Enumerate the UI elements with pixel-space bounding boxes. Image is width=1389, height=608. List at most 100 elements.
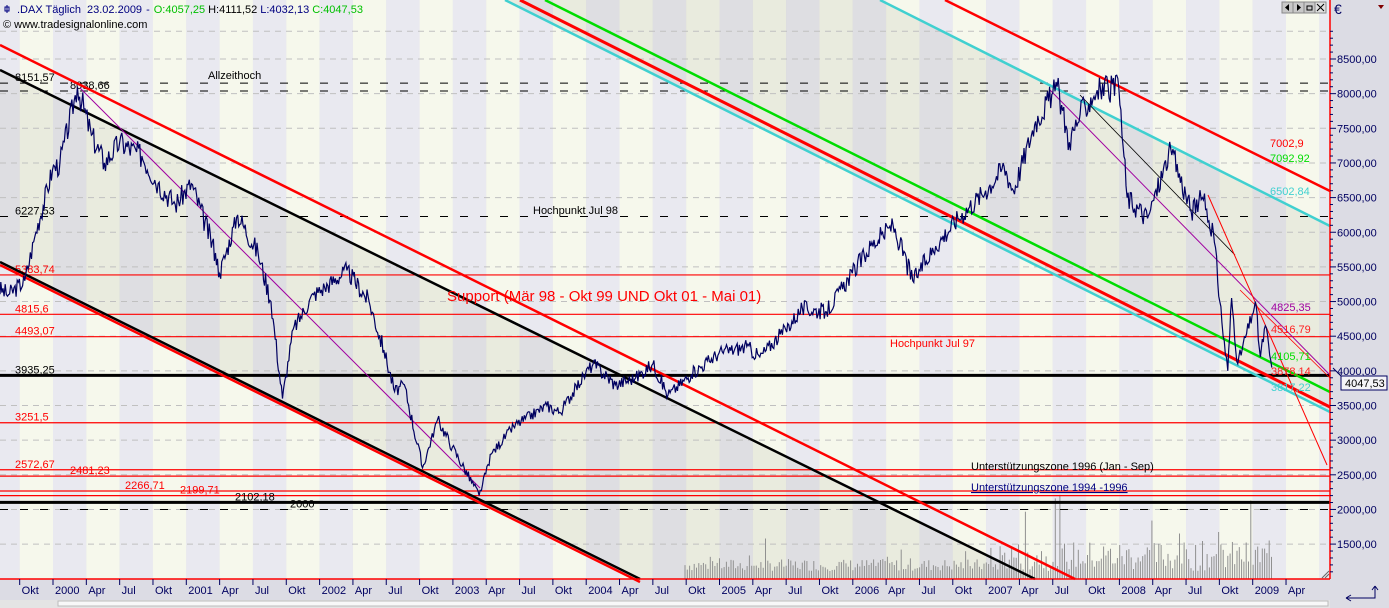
y-tick-label: 2500,00 bbox=[1337, 470, 1377, 482]
x-tick-label: Okt bbox=[955, 585, 972, 597]
label-cyan-upper: 6502,84 bbox=[1270, 186, 1310, 198]
trendline-black-upper bbox=[0, 68, 1036, 581]
y-tick-label: 8500,00 bbox=[1337, 54, 1377, 66]
y-tick-label: 1500,00 bbox=[1337, 539, 1377, 551]
quarter-band bbox=[552, 0, 587, 579]
y-tick-label: 4000,00 bbox=[1337, 366, 1377, 378]
currency-label: € bbox=[1334, 1, 1342, 17]
trendline-black-lower bbox=[0, 260, 641, 581]
x-tick-label: Okt bbox=[1221, 585, 1238, 597]
y-tick-label: 6500,00 bbox=[1337, 193, 1377, 205]
x-tick-label: Apr bbox=[222, 585, 239, 597]
trendline-red-lower bbox=[0, 263, 641, 584]
window-buttons bbox=[1281, 1, 1327, 14]
level-label: 2572,67 bbox=[15, 459, 55, 471]
y-tick-label: 8000,00 bbox=[1337, 89, 1377, 101]
axis-reset-icon[interactable] bbox=[1345, 585, 1379, 602]
quarter-band bbox=[119, 0, 153, 579]
channel-cyan-bottom bbox=[504, 0, 1331, 414]
chart-header: .DAX Täglich 23.02.2009- O:4057,25 H:4111,5… bbox=[3, 4, 363, 31]
level-label: 2199,71 bbox=[180, 485, 220, 497]
x-tick-label: Apr bbox=[622, 585, 639, 597]
level-label: 8038,66 bbox=[70, 80, 110, 92]
y-tick-label: 3500,00 bbox=[1337, 401, 1377, 413]
level-label: 5383,74 bbox=[15, 264, 55, 276]
quarter-band bbox=[452, 0, 487, 579]
candle-icon bbox=[4, 5, 10, 13]
quarter-band bbox=[1086, 0, 1120, 579]
y-axis: 1500,00 2000,00 2500,00 3000,00 3500,00 4000,… bbox=[1330, 30, 1377, 573]
x-tick-label: Apr bbox=[1021, 585, 1038, 597]
x-tick-label: Okt bbox=[288, 585, 305, 597]
x-tick-label: 2007 bbox=[988, 585, 1012, 597]
y-tick-label: 5500,00 bbox=[1337, 262, 1377, 274]
x-tick-label: Okt bbox=[555, 585, 572, 597]
trendline-thin-black bbox=[1079, 94, 1236, 256]
label-purple: 4825,35 bbox=[1271, 302, 1311, 314]
level-label: 2481,23 bbox=[70, 465, 110, 477]
quarter-band bbox=[1219, 0, 1253, 579]
copyright: © www.tradesignalonline.com bbox=[3, 19, 147, 31]
last-price-tag: 4047,53 bbox=[1332, 367, 1388, 391]
quarter-band bbox=[286, 0, 320, 579]
level-label: 4815,6 bbox=[15, 303, 49, 315]
level-label: 6227,53 bbox=[15, 205, 55, 217]
open-value: O:4057,25 bbox=[154, 4, 205, 16]
x-tick-label: Apr bbox=[488, 585, 505, 597]
symbol-label: .DAX Täglich bbox=[17, 4, 81, 16]
x-tick-label: 2003 bbox=[455, 585, 479, 597]
y-tick-label: 2000,00 bbox=[1337, 504, 1377, 516]
quarter-band bbox=[186, 0, 220, 579]
x-tick-label: Okt bbox=[422, 585, 439, 597]
x-tick-label: Jul bbox=[388, 585, 402, 597]
level-label: 2000 bbox=[290, 498, 314, 510]
level-label: 3935,25 bbox=[15, 364, 55, 376]
x-tick-label: Apr bbox=[888, 585, 905, 597]
y-tick-label: 7500,00 bbox=[1337, 123, 1377, 135]
x-tick-label: Apr bbox=[755, 585, 772, 597]
x-tick-label: Jul bbox=[655, 585, 669, 597]
x-tick-label: Jul bbox=[921, 585, 935, 597]
x-tick-label: Apr bbox=[1155, 585, 1172, 597]
annotation-zone-1996: Unterstützungszone 1996 (Jan - Sep) bbox=[971, 461, 1154, 473]
x-tick-label: Apr bbox=[1288, 585, 1305, 597]
high-value: H:4111,52 bbox=[208, 4, 257, 16]
quarter-band bbox=[886, 0, 920, 579]
plot-area: 8151,57 8038,66 6227,53 5383,74 4815,6 4493,0… bbox=[0, 0, 1331, 584]
x-tick-label: 2006 bbox=[855, 585, 879, 597]
y-tick-label: 6000,00 bbox=[1337, 227, 1377, 239]
close-value: C:4047,53 bbox=[312, 4, 363, 16]
quarter-band bbox=[1186, 0, 1220, 579]
quarter-band bbox=[53, 0, 87, 579]
quarter-band bbox=[219, 0, 253, 579]
resize-grip-icon[interactable] bbox=[1321, 570, 1330, 579]
x-tick-label: 2001 bbox=[188, 585, 212, 597]
header-line: .DAX Täglich 23.02.2009- O:4057,25 H:4111,5… bbox=[17, 4, 363, 16]
menu-dropdown-icon[interactable] bbox=[1378, 5, 1384, 9]
x-tick-label: Apr bbox=[88, 585, 105, 597]
annotation-allzeithoch: Allzeithoch bbox=[208, 70, 261, 82]
x-tick-label: 2000 bbox=[55, 585, 79, 597]
x-tick-label: Jul bbox=[1188, 585, 1202, 597]
x-axis: Okt 2000 Apr Jul Okt 2001 Apr Jul Okt 2002 Apr Jul O… bbox=[19, 579, 1305, 597]
trendline-red-upper bbox=[0, 43, 1076, 581]
annotation-zone-1994: Unterstützungszone 1994 -1996 bbox=[971, 482, 1128, 494]
restore-icon[interactable] bbox=[1303, 1, 1316, 14]
level-label: 3251,5 bbox=[15, 412, 49, 424]
x-tick-label: Jul bbox=[788, 585, 802, 597]
separator: - bbox=[146, 4, 150, 16]
scrollbar-thumb[interactable] bbox=[57, 600, 1329, 607]
x-tick-label: 2004 bbox=[588, 585, 612, 597]
last-price-value: 4047,53 bbox=[1345, 378, 1385, 390]
channel-red-top bbox=[944, 0, 1331, 193]
x-tick-label: Apr bbox=[355, 585, 372, 597]
x-tick-label: Jul bbox=[122, 585, 136, 597]
channel-red-bottom bbox=[519, 0, 1331, 409]
quarter-band bbox=[786, 0, 820, 579]
x-tick-label: Okt bbox=[1088, 585, 1105, 597]
quarter-band bbox=[252, 0, 287, 579]
y-tick-label: 5000,00 bbox=[1337, 297, 1377, 309]
annotation-support: Support (Mär 98 - Okt 99 UND Okt 01 - Ma… bbox=[447, 288, 761, 305]
y-tick-label: 7000,00 bbox=[1337, 158, 1377, 170]
